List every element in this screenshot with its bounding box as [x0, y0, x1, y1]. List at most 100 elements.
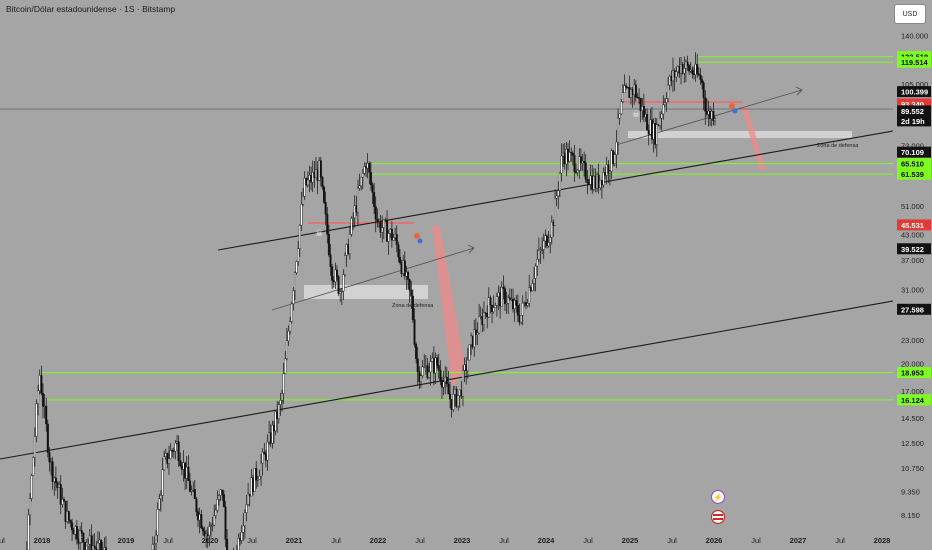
candle-body [620, 101, 623, 115]
lightning-event-icon[interactable] [710, 489, 726, 505]
candle-body [411, 295, 414, 320]
candle-body [389, 229, 392, 234]
candle-body [67, 511, 70, 521]
candle-body [92, 545, 95, 550]
candle-body [491, 305, 494, 312]
candle-body [505, 303, 508, 305]
candle-body [253, 468, 256, 492]
candle-body [554, 198, 557, 226]
fire-icon [729, 103, 735, 109]
candle-body [219, 489, 222, 496]
candle-body [256, 478, 259, 481]
x-axis-tick-label: Jul [751, 536, 761, 545]
candle-body [423, 366, 426, 368]
candle-body [557, 190, 560, 197]
candle-body [240, 532, 243, 541]
candle-body [80, 530, 83, 534]
candle-body [482, 312, 485, 325]
candle-body [402, 260, 405, 274]
candle-body [628, 87, 631, 98]
candle-body [48, 452, 51, 463]
candle-body [66, 511, 69, 522]
candle-body [452, 393, 455, 410]
candle-body [198, 514, 201, 521]
candle-body [426, 365, 429, 378]
candle-body [184, 462, 187, 479]
candle-body [308, 175, 311, 181]
candle-body [503, 288, 506, 304]
candle-body [604, 172, 607, 176]
y-axis-tick-label: 8.150 [901, 511, 920, 520]
candle-body [293, 272, 296, 292]
candle-body [468, 344, 471, 361]
candle-body [33, 436, 36, 458]
candle-body [329, 254, 332, 267]
candle-body [264, 453, 267, 461]
candle-body [41, 393, 44, 407]
candle-body [318, 160, 321, 181]
candle-body [465, 364, 468, 371]
candle-body [615, 141, 618, 155]
candle-body [421, 366, 424, 376]
candle-body [418, 371, 421, 382]
candle-body [164, 453, 167, 457]
candle-body [460, 389, 463, 397]
candle-body [575, 171, 578, 173]
x-axis-tick-label: 2019 [118, 536, 135, 545]
candle-body [297, 248, 300, 262]
x-axis-tick-label: 2027 [790, 536, 807, 545]
candle-body [347, 244, 350, 254]
candle-body [266, 441, 269, 461]
candle-body [368, 163, 371, 173]
candle-body [327, 234, 330, 255]
candle-body [90, 535, 93, 550]
candle-body [166, 453, 169, 464]
price-label: 27.598 [901, 305, 924, 314]
candle-body [35, 403, 38, 437]
candle-body [581, 161, 584, 164]
price-label-box [897, 98, 931, 110]
candle-body [639, 97, 642, 111]
x-axis-tick-label: 2024 [538, 536, 556, 545]
candle-body [436, 357, 439, 366]
candle-body [192, 489, 195, 491]
candle-body [287, 330, 290, 342]
candle-body [536, 258, 539, 267]
x-axis-tick-label: Jul [331, 536, 341, 545]
y-axis-tick-label: 51.000 [901, 202, 924, 211]
x-axis-tick-label: Jul [415, 536, 425, 545]
candle-body [528, 287, 531, 304]
trendline [217, 130, 894, 251]
candle-body [182, 462, 185, 470]
candle-body [340, 290, 343, 293]
candle-body [248, 493, 251, 497]
candle-body [59, 484, 62, 505]
candle-body [323, 187, 326, 203]
candle-body [591, 175, 594, 190]
candle-body [316, 169, 319, 181]
candle-body [710, 111, 713, 119]
candle-body [82, 532, 85, 543]
candle-body [429, 361, 432, 373]
candle-body [621, 92, 624, 102]
candle-body [30, 475, 33, 499]
trendline-arrow [271, 247, 475, 311]
price-label-box [897, 51, 931, 63]
candle-body [365, 166, 368, 169]
candle-body [681, 64, 684, 74]
candle-body [499, 292, 502, 307]
candle-body [187, 466, 190, 481]
currency-button[interactable]: USD [894, 4, 926, 24]
candle-body [263, 451, 266, 455]
candle-body [668, 76, 671, 86]
candle-body [663, 102, 666, 105]
candle-body [502, 287, 505, 289]
candle-body [515, 300, 518, 306]
candle-body [654, 123, 657, 145]
candle-body [352, 217, 355, 219]
us-flag-event-icon[interactable] [710, 509, 726, 525]
candle-body [151, 544, 154, 550]
y-axis-tick-label: 14.500 [901, 414, 924, 423]
